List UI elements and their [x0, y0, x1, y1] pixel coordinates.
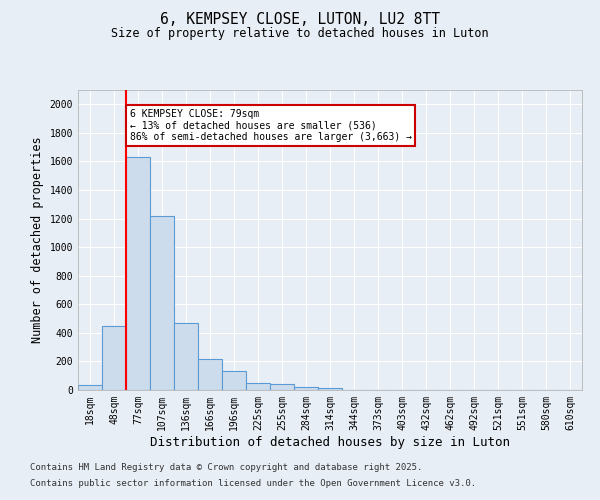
Text: Size of property relative to detached houses in Luton: Size of property relative to detached ho… [111, 28, 489, 40]
Bar [294, 387, 318, 390]
Bar [150, 216, 174, 390]
Bar [102, 326, 126, 390]
Text: 6, KEMPSEY CLOSE, LUTON, LU2 8TT: 6, KEMPSEY CLOSE, LUTON, LU2 8TT [160, 12, 440, 28]
Bar [246, 383, 270, 390]
Bar [78, 385, 102, 390]
Bar [318, 388, 342, 390]
Bar [174, 323, 198, 390]
Bar [270, 384, 294, 390]
Bar [222, 372, 246, 390]
Bar [126, 157, 150, 390]
Bar [198, 358, 222, 390]
Text: Contains public sector information licensed under the Open Government Licence v3: Contains public sector information licen… [30, 478, 476, 488]
Text: 6 KEMPSEY CLOSE: 79sqm
← 13% of detached houses are smaller (536)
86% of semi-de: 6 KEMPSEY CLOSE: 79sqm ← 13% of detached… [130, 108, 412, 142]
X-axis label: Distribution of detached houses by size in Luton: Distribution of detached houses by size … [150, 436, 510, 448]
Text: Contains HM Land Registry data © Crown copyright and database right 2025.: Contains HM Land Registry data © Crown c… [30, 464, 422, 472]
Y-axis label: Number of detached properties: Number of detached properties [31, 136, 44, 344]
